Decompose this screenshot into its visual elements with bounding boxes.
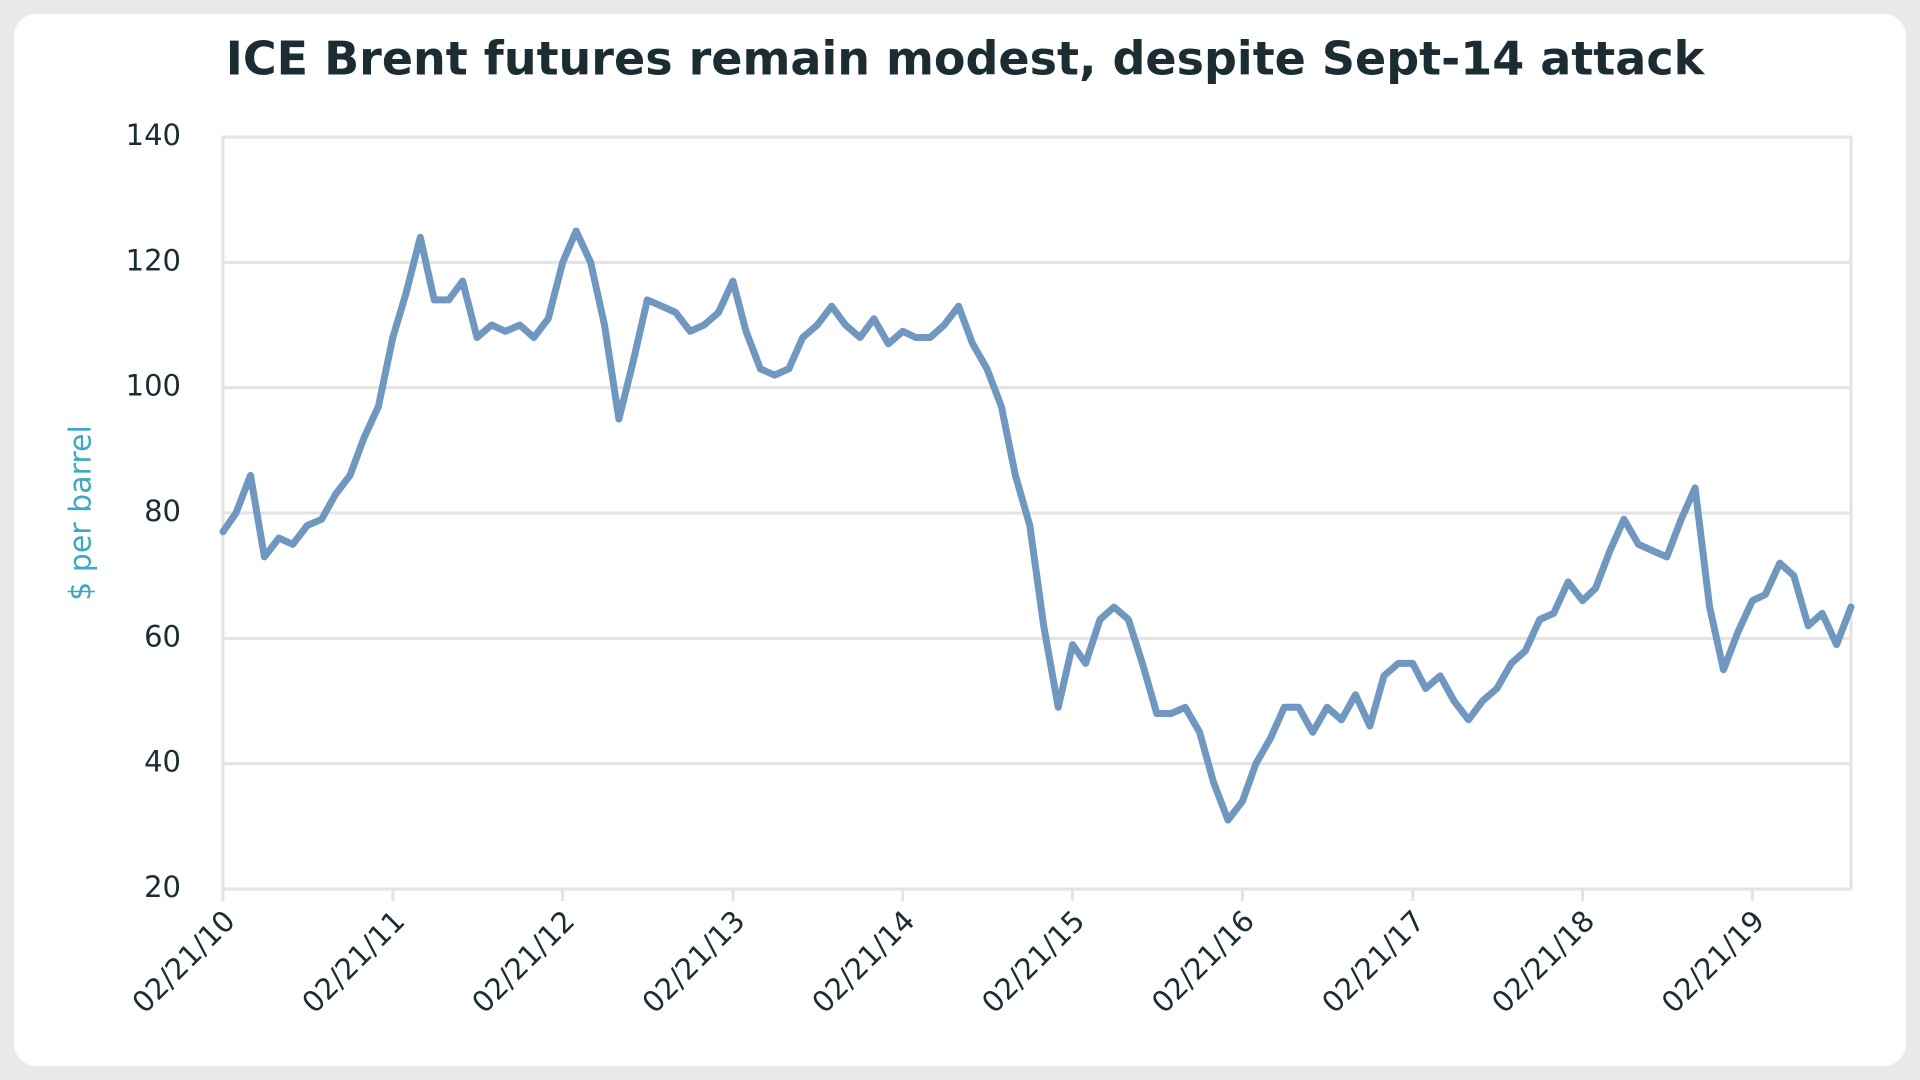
- chart-title: ICE Brent futures remain modest, despite…: [226, 32, 1706, 86]
- y-tick-label: 140: [126, 118, 181, 152]
- plot-frame: [221, 135, 1853, 891]
- y-tick-label: 40: [144, 745, 181, 779]
- data-line: [219, 227, 1855, 824]
- card: [14, 14, 1906, 1066]
- y-tick-label: 100: [126, 369, 181, 403]
- y-tick-label: 120: [126, 243, 181, 277]
- y-tick-label: 80: [144, 494, 181, 528]
- y-tick-label: 60: [144, 619, 181, 653]
- y-axis-label: $ per barrel: [64, 425, 99, 601]
- y-tick-label: 20: [144, 870, 181, 904]
